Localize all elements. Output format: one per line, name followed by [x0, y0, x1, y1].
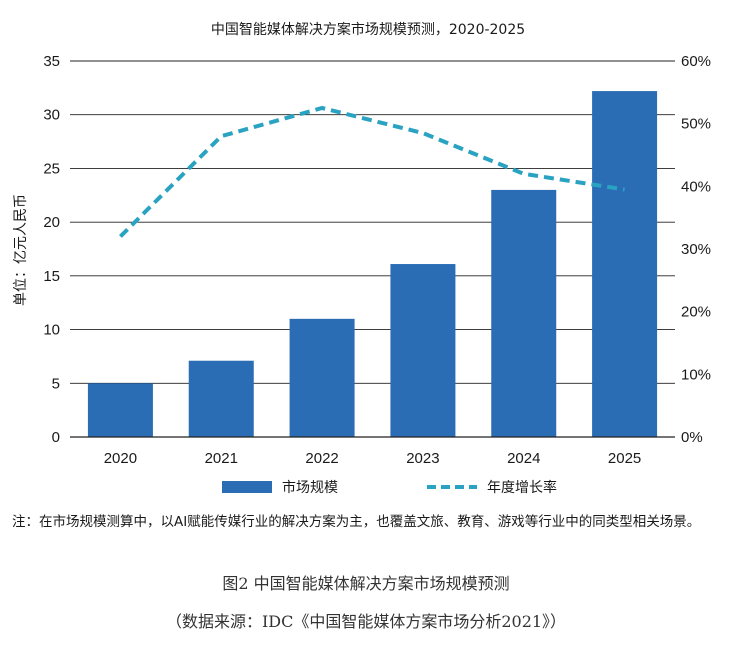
bar-series: [87, 91, 658, 437]
y2-tick-label: 10%: [681, 366, 711, 383]
y-tick-label: 15: [43, 268, 60, 285]
y2-tick-label: 0%: [681, 429, 703, 446]
legend-label-growth-rate: 年度增长率: [487, 479, 557, 496]
legend-label-market-size: 市场规模: [282, 479, 338, 496]
y2-tick-label: 60%: [681, 53, 711, 70]
x-tick-label: 2025: [608, 450, 641, 467]
growth-rate-line: [119, 105, 625, 238]
figure-caption: 图2 中国智能媒体解决方案市场规模预测: [222, 574, 510, 593]
legend-swatch-market-size: [222, 481, 272, 493]
x-tick-label: 2024: [507, 450, 540, 467]
bar-2022: [289, 318, 355, 437]
bar-2025: [592, 91, 658, 437]
gridlines: [70, 60, 675, 384]
bar-2024: [491, 189, 557, 437]
bar-2020: [87, 383, 153, 437]
bar-2021: [188, 360, 254, 437]
y2-tick-label: 50%: [681, 116, 711, 133]
y-tick-label: 10: [43, 322, 60, 339]
y-tick-label: 30: [43, 107, 60, 124]
y-tick-label: 25: [43, 160, 60, 177]
y-tick-label: 0: [52, 429, 60, 446]
left-y-tick-labels: 0 5 10 15 20 25 30 35: [43, 53, 60, 446]
right-y-tick-labels: 0% 10% 20% 30% 40% 50% 60%: [681, 53, 711, 446]
chart: 中国智能媒体解决方案市场规模预测，2020-2025 单位：亿元人民币 0 5 10…: [13, 21, 711, 496]
bar-2023: [390, 264, 456, 437]
y2-tick-label: 40%: [681, 178, 711, 195]
x-tick-label: 2023: [406, 450, 439, 467]
y2-tick-label: 20%: [681, 304, 711, 321]
y-tick-label: 20: [43, 214, 60, 231]
x-tick-labels: 2020 2021 2022 2023 2024 2025: [104, 450, 642, 467]
chart-footnote: 注：在市场规模测算中，以AI赋能传媒行业的解决方案为主，也覆盖文旅、教育、游戏等…: [12, 514, 701, 530]
chart-title: 中国智能媒体解决方案市场规模预测，2020-2025: [211, 21, 525, 38]
source-caption: （数据来源：IDC《中国智能媒体方案市场分析2021》）: [165, 612, 567, 631]
x-tick-label: 2022: [305, 450, 338, 467]
y-tick-label: 35: [43, 53, 60, 70]
growth-line-series: [119, 105, 625, 238]
y-tick-label: 5: [52, 375, 60, 392]
legend: 市场规模 年度增长率: [222, 479, 557, 496]
x-tick-label: 2021: [205, 450, 238, 467]
x-tick-label: 2020: [104, 450, 137, 467]
y2-tick-label: 30%: [681, 241, 711, 258]
y-axis-label: 单位：亿元人民币: [13, 194, 29, 306]
